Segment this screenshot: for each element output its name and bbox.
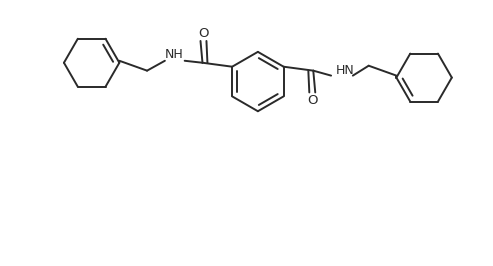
Text: O: O — [198, 27, 209, 40]
Text: O: O — [307, 94, 317, 107]
Text: HN: HN — [336, 64, 354, 77]
Text: NH: NH — [164, 48, 183, 61]
